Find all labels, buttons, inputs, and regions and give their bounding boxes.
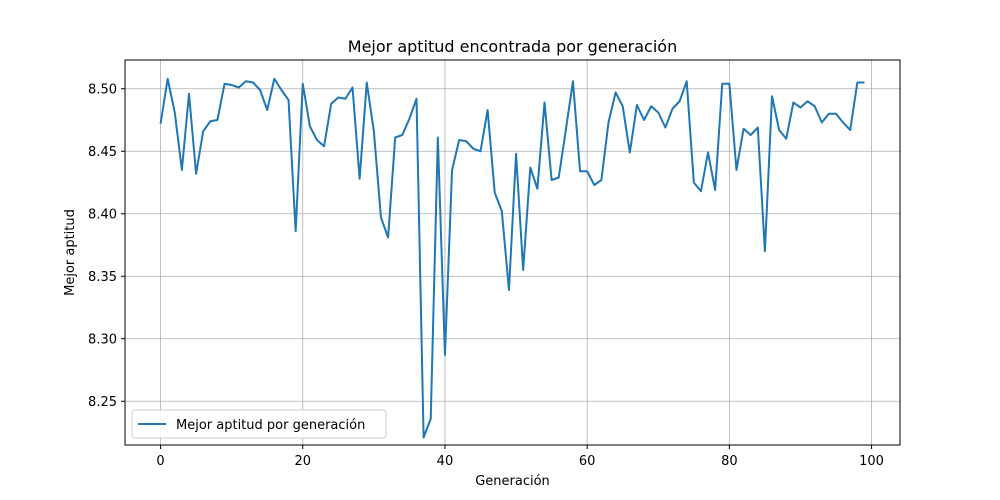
x-tick-label: 60 — [579, 454, 596, 469]
y-tick-label: 8.25 — [88, 395, 117, 410]
x-axis-label: Generación — [475, 474, 550, 489]
x-tick-label: 100 — [859, 454, 884, 469]
y-tick-label: 8.35 — [88, 270, 117, 285]
series-line — [159, 77, 865, 439]
chart-title: Mejor aptitud encontrada por generación — [348, 37, 677, 56]
x-tick-label: 0 — [156, 454, 164, 469]
legend-box — [131, 409, 387, 439]
x-tick-label: 40 — [437, 454, 454, 469]
y-tick-label: 8.30 — [88, 332, 117, 347]
legend: Mejor aptitud por generación — [131, 409, 387, 439]
y-tick-label: 8.50 — [88, 82, 117, 97]
y-axis-label: Mejor aptitud — [63, 209, 78, 296]
legend-label: Mejor aptitud por generación — [176, 418, 365, 433]
y-axis: 8.25 8.30 8.35 8.40 8.45 8.50 — [88, 82, 125, 410]
y-tick-label: 8.45 — [88, 145, 117, 160]
plot-frame — [124, 59, 901, 446]
y-tick-label: 8.40 — [88, 207, 117, 222]
x-tick-label: 20 — [294, 454, 311, 469]
x-tick-label: 80 — [721, 454, 738, 469]
series-layer — [159, 77, 865, 439]
x-axis: 0 20 40 60 80 100 — [156, 445, 884, 469]
